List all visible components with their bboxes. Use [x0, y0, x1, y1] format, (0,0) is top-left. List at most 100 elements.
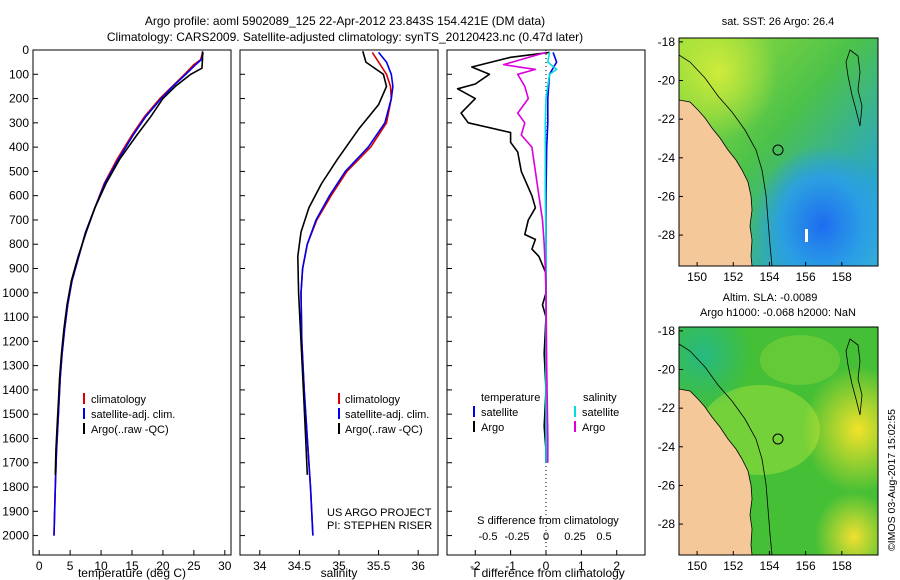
legend-sat-label: satellite-adj. clim.: [91, 409, 175, 421]
figure-title-line2: Climatology: CARS2009. Satellite-adjuste…: [107, 30, 583, 44]
map-y-tick-label: -24: [658, 151, 676, 165]
series-line: [53, 52, 204, 536]
sst-float-marker: [772, 144, 784, 156]
y-tick-label: 1700: [2, 456, 29, 470]
figure-title-line1: Argo profile: aoml 5902089_125 22-Apr-20…: [145, 14, 545, 28]
legend-t-argo-label: Argo: [481, 422, 504, 434]
y-tick-label: 100: [9, 67, 29, 81]
salinity-legend: climatology satellite-adj. clim. Argo(..…: [338, 393, 429, 436]
x-tick-label: 25: [187, 559, 201, 573]
sst-map: [679, 38, 878, 266]
t-difference-axis-ticks: -2 -1 0 1 2: [470, 550, 620, 573]
s-tick-label: -0.25: [504, 531, 529, 543]
map-y-tick-label: -20: [658, 74, 676, 88]
map-x-tick-label: 158: [832, 559, 852, 573]
map-x-tick-label: 156: [796, 270, 816, 284]
y-tick-label: 700: [9, 213, 29, 227]
s-tick-label: 0: [543, 531, 549, 543]
x-tick-label: 34: [253, 559, 267, 573]
map-y-tick-label: -18: [658, 35, 676, 49]
y-tick-label: 800: [9, 237, 29, 251]
x-tick-label: 5: [67, 559, 74, 573]
salinity-axis-label: salinity: [321, 566, 358, 580]
legend-argo-label: Argo(..raw -QC): [345, 424, 423, 436]
x-tick-label: 1: [578, 559, 585, 573]
y-tick-label: 1100: [3, 310, 29, 324]
sla-land: [679, 388, 753, 555]
map-x-tick-label: 150: [687, 270, 707, 284]
map-y-tick-label: -28: [658, 228, 676, 242]
map-x-tick-label: 152: [723, 559, 743, 573]
map-y-tick-label: -22: [658, 112, 676, 126]
x-tick-label: 0: [543, 559, 550, 573]
sla-map-title: Altim. SLA: -0.0089: [723, 292, 818, 304]
legend-clim-label: climatology: [91, 394, 147, 406]
x-tick-label: 34.5: [288, 559, 312, 573]
y-tick-label: 900: [9, 262, 29, 276]
sla-map-subtitle: Argo h1000: -0.068 h2000: NaN: [700, 307, 856, 319]
sst-map-ticks: 150 152 154 156 158 -18 -20 -22 -24 -26 -28: [658, 35, 852, 284]
y-tick-label: 1200: [2, 334, 29, 348]
map-x-tick-label: 158: [832, 270, 852, 284]
y-tick-label: 1300: [2, 359, 29, 373]
sla-map: [679, 327, 878, 555]
depth-axis-ticks: 0 100 200 300 400 500 600 700 800 900 1000 1100 1200…: [2, 43, 452, 543]
series-line: [54, 51, 204, 475]
sst-shelf-contour: [679, 54, 773, 266]
temperature-legend: climatology satellite-adj. clim. Argo(..…: [83, 393, 175, 436]
sla-shelf-contour: [679, 343, 773, 555]
x-tick-label: 10: [94, 559, 108, 573]
salinity-panel-frame: [239, 49, 439, 556]
map-y-tick-label: -26: [658, 189, 676, 203]
series-line: [53, 52, 204, 536]
sst-seamount-contour: [845, 49, 863, 127]
map-x-tick-label: 152: [723, 270, 743, 284]
sla-map-ticks: 150 152 154 156 158 -18 -20 -22 -24 -26 -28: [658, 324, 852, 573]
legend-temperature-title: temperature: [481, 392, 540, 404]
y-tick-label: 1000: [2, 286, 29, 300]
map-x-tick-label: 150: [687, 559, 707, 573]
y-tick-label: 2000: [2, 529, 29, 543]
y-tick-label: 400: [9, 140, 29, 154]
s-tick-label: -0.5: [479, 531, 498, 543]
s-tick-label: 0.25: [564, 531, 585, 543]
temperature-profiles: [53, 51, 204, 536]
y-tick-label: 1800: [2, 480, 29, 494]
sla-map-frame: [678, 326, 879, 556]
temperature-axis-label: temperature (deg C): [78, 566, 186, 580]
legend-clim-label: climatology: [345, 394, 401, 406]
x-tick-label: -2: [470, 559, 481, 573]
y-tick-label: 0: [22, 43, 29, 57]
temperature-panel-frame: [32, 49, 232, 556]
map-y-tick-label: -20: [658, 363, 676, 377]
series-line: [296, 50, 388, 475]
map-x-tick-label: 154: [759, 559, 779, 573]
y-tick-label: 300: [9, 116, 29, 130]
y-tick-label: 600: [9, 189, 29, 203]
imos-timestamp: ©IMOS 03-Aug-2017 15:02:55: [886, 409, 898, 551]
x-tick-label: 30: [218, 559, 232, 573]
map-y-tick-label: -24: [658, 440, 676, 454]
map-x-tick-label: 154: [759, 270, 779, 284]
salinity-axis-ticks: 34 34.5 35 35.5 36: [253, 550, 425, 573]
y-tick-label: 1600: [2, 431, 29, 445]
sst-map-title: sat. SST: 26 Argo: 26.4: [722, 16, 835, 28]
x-tick-label: 15: [125, 559, 139, 573]
legend-salinity-title: salinity: [583, 392, 617, 404]
x-tick-label: 35.5: [367, 559, 391, 573]
y-tick-label: 1900: [2, 504, 29, 518]
y-tick-label: 500: [9, 164, 29, 178]
map-y-tick-label: -26: [658, 478, 676, 492]
t-difference-axis-label: T difference from climatology: [471, 566, 625, 580]
legend-argo-label: Argo(..raw -QC): [91, 424, 169, 436]
difference-profiles: [456, 51, 558, 463]
x-tick-label: 0: [36, 559, 43, 573]
sst-land: [679, 99, 753, 266]
pi-label: PI: STEPHEN RISER: [327, 520, 432, 532]
sst-white-dash: [805, 229, 808, 242]
sla-seamount-contour: [845, 338, 863, 416]
sla-float-marker: [772, 433, 784, 445]
s-difference-axis-ticks: -0.5 -0.25 0 0.25 0.5: [479, 531, 612, 543]
legend-sat-label: satellite-adj. clim.: [345, 409, 429, 421]
